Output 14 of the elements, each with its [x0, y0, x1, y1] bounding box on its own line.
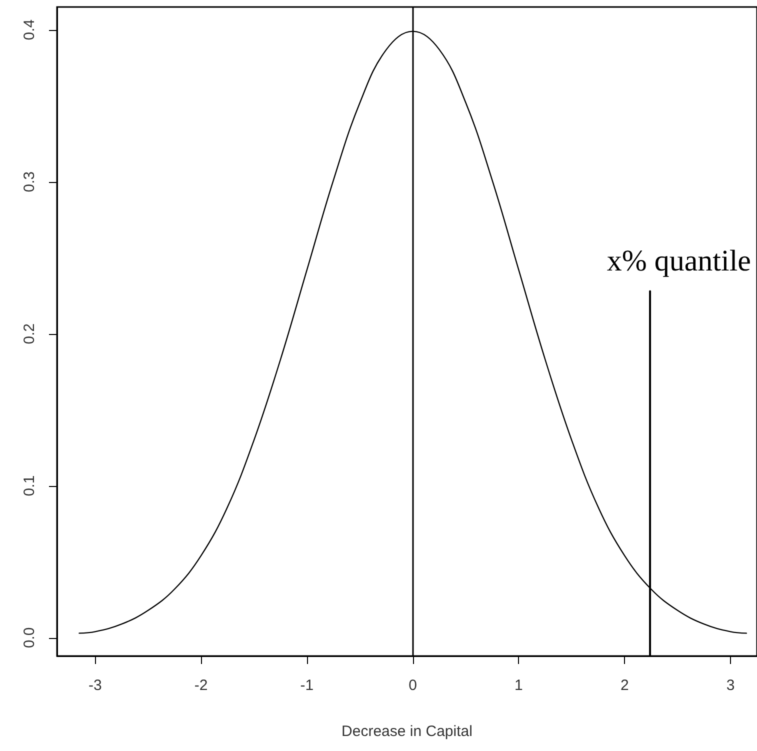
y-tick-label: 0.4 — [21, 19, 38, 40]
y-tick-label: 0.0 — [21, 627, 38, 648]
x-tick-label: -1 — [300, 677, 314, 694]
y-tick-label: 0.3 — [21, 171, 38, 192]
x-tick-label: 0 — [408, 677, 417, 694]
x-tick-label: 2 — [620, 677, 629, 694]
x-tick-label: -3 — [88, 677, 102, 694]
y-tick-label: 0.1 — [21, 475, 38, 496]
annotation: x% quantile — [606, 244, 752, 278]
x-tick-label: 3 — [726, 677, 735, 694]
y-tick-label: 0.2 — [21, 323, 38, 344]
x-tick-label: 1 — [514, 677, 523, 694]
x-tick-label: -2 — [194, 677, 208, 694]
x-axis-title: Decrease in Capital — [342, 723, 472, 740]
